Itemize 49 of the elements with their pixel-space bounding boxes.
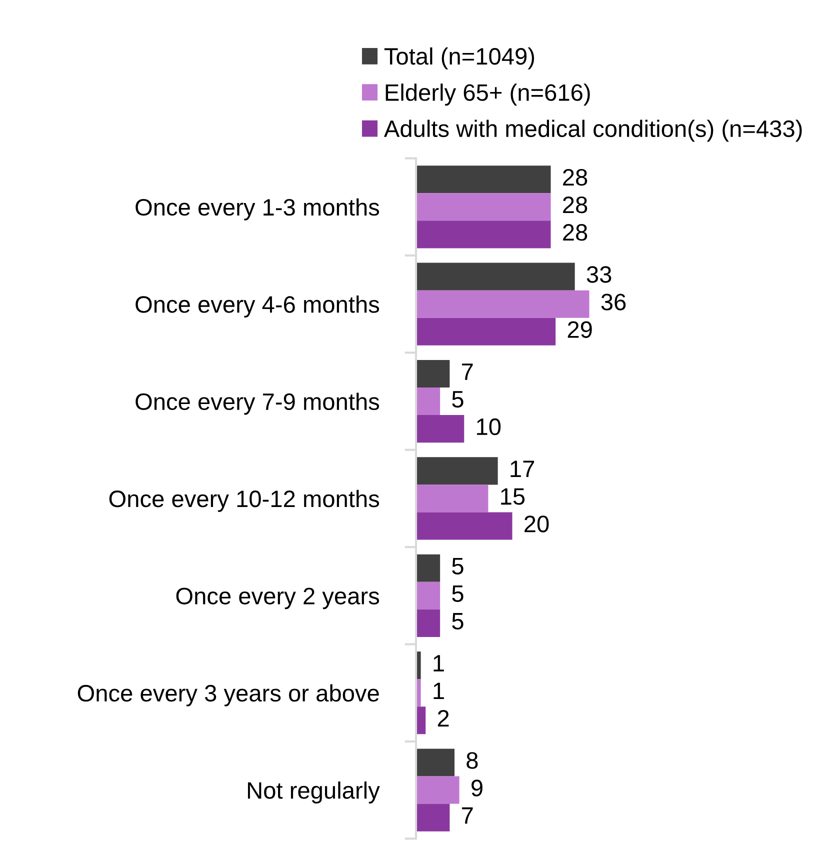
y-tick-label: Once every 4-6 months <box>136 296 380 318</box>
bar <box>416 582 440 610</box>
bar <box>416 609 440 637</box>
bar <box>416 388 440 416</box>
bar <box>416 776 460 804</box>
data-label: 5 <box>452 558 464 574</box>
data-label: 5 <box>452 613 464 630</box>
bar <box>416 262 575 290</box>
bar <box>416 318 556 346</box>
y-tick-label: Once every 10-12 months <box>109 490 380 512</box>
legend-label: Adults with medical condition(s) (n=433) <box>384 120 802 142</box>
y-tick-label: Once every 2 years <box>176 588 380 610</box>
bar <box>416 290 590 318</box>
y-tick-label: Once every 1-3 months <box>136 198 380 220</box>
bar <box>416 166 551 194</box>
data-label: 20 <box>524 516 549 532</box>
bar <box>416 415 464 443</box>
y-tick-label: Once every 7-9 months <box>136 392 380 415</box>
data-label: 8 <box>466 752 478 769</box>
data-label: 17 <box>510 460 534 478</box>
data-label: 1 <box>434 682 444 699</box>
data-label: 36 <box>601 294 626 310</box>
data-label: 10 <box>477 418 501 436</box>
bar <box>416 457 498 485</box>
data-label: 28 <box>563 224 588 241</box>
bar <box>416 748 455 776</box>
data-label: 33 <box>586 266 612 283</box>
y-tick-label: Not regularly <box>248 781 380 804</box>
data-label: 28 <box>563 168 588 186</box>
bar <box>416 220 551 248</box>
bar <box>416 804 450 832</box>
bar <box>416 554 440 582</box>
data-label: 15 <box>501 488 525 505</box>
data-label: 7 <box>462 807 473 824</box>
legend-label: Elderly 65+ (n=616) <box>386 84 590 106</box>
data-label: 7 <box>462 364 473 380</box>
data-label: 9 <box>472 780 482 796</box>
data-label: 28 <box>563 196 588 214</box>
data-label: 2 <box>438 710 449 726</box>
data-label: 29 <box>568 321 592 338</box>
bar <box>416 193 551 221</box>
data-label: 1 <box>434 655 444 672</box>
bar <box>416 360 450 388</box>
legend-label: Total (n=1049) <box>384 47 534 70</box>
data-label: 5 <box>452 586 464 602</box>
y-tick-label: Once every 3 years or above <box>78 684 379 706</box>
bar <box>416 484 488 512</box>
bar <box>416 512 512 540</box>
data-label: 5 <box>452 391 464 408</box>
